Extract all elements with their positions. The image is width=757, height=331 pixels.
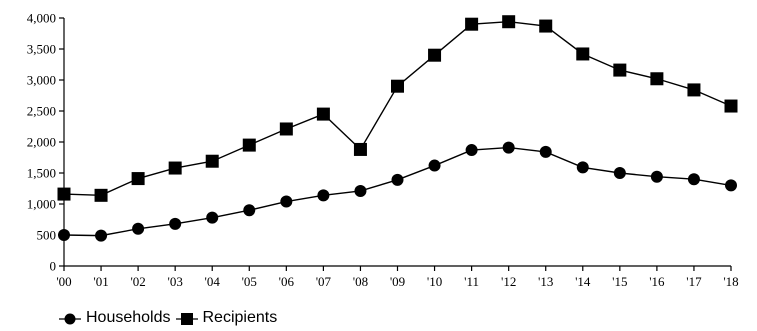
data-point-recipients — [94, 188, 108, 202]
data-point-recipients — [205, 154, 219, 168]
square-marker-icon — [175, 313, 198, 325]
data-point-households — [687, 173, 700, 186]
data-point-recipients — [539, 19, 553, 33]
x-tick-label: '07 — [316, 274, 332, 289]
data-point-recipients — [613, 63, 627, 77]
data-point-recipients — [724, 99, 738, 113]
x-tick-label: '13 — [538, 274, 553, 289]
series-line-recipients — [63, 21, 732, 197]
legend-label-recipients: Recipients — [202, 309, 278, 326]
data-point-households — [502, 141, 515, 154]
x-tick-label: '18 — [723, 274, 738, 289]
data-point-households — [650, 170, 663, 183]
x-tick-label: '04 — [205, 274, 221, 289]
circle-marker-icon — [59, 313, 81, 325]
data-point-households — [465, 144, 478, 157]
y-axis: 0 500 1,000 1,500 2,000 2,500 3,000 3,500 4,000 — [27, 11, 65, 274]
data-point-recipients — [168, 161, 182, 175]
data-point-households — [613, 167, 626, 179]
line-chart: 05001,0001,5002,0002,5003,0003,5004,000 … — [27, 11, 739, 290]
data-point-households — [206, 211, 219, 224]
data-point-households — [243, 204, 256, 217]
x-tick-label: '11 — [464, 274, 479, 289]
x-tick-label: '00 — [56, 274, 71, 289]
data-point-households — [169, 217, 182, 230]
y-tick-label: 1,000 — [27, 197, 56, 212]
legend-item-households: Households — [58, 309, 171, 327]
y-tick-label: 0 — [50, 259, 57, 274]
data-point-recipients — [242, 138, 256, 152]
x-tick-label: '17 — [686, 274, 702, 289]
data-point-households — [725, 179, 737, 192]
series-layer — [57, 15, 738, 242]
legend: Households Recipients — [58, 309, 281, 327]
x-tick-label: '01 — [93, 274, 108, 289]
data-point-recipients — [650, 72, 664, 86]
x-tick-label: '09 — [390, 274, 405, 289]
data-point-households — [280, 195, 293, 208]
y-tick-label: 2,000 — [27, 135, 56, 150]
x-tick-label: '03 — [167, 274, 182, 289]
x-tick-label: '15 — [612, 274, 627, 289]
data-point-recipients — [465, 17, 479, 31]
data-point-recipients — [57, 187, 71, 201]
data-point-recipients — [687, 83, 701, 97]
data-point-households — [539, 145, 552, 158]
y-tick-label: 4,000 — [27, 11, 56, 26]
x-tick-label: '12 — [501, 274, 516, 289]
data-point-recipients — [353, 142, 367, 156]
x-tick-label: '05 — [242, 274, 257, 289]
x-tick-label: '14 — [575, 274, 591, 289]
data-point-households — [428, 159, 441, 172]
y-tick-label: 500 — [37, 228, 57, 243]
data-point-recipients — [279, 122, 293, 136]
x-axis: '00 '01 '02 '03 '04 '05 '06 '07 '08 '09 '10 '11 '12 '… — [56, 265, 739, 289]
legend-label-households: Households — [86, 309, 171, 326]
data-point-recipients — [316, 107, 330, 121]
data-point-recipients — [131, 172, 145, 186]
data-point-households — [132, 222, 145, 235]
y-tick-label: 1,500 — [27, 166, 56, 181]
x-tick-label: '10 — [427, 274, 442, 289]
x-tick-label: '02 — [130, 274, 145, 289]
data-point-households — [391, 173, 404, 186]
data-point-recipients — [391, 79, 404, 93]
x-tick-label: '08 — [353, 274, 368, 289]
data-point-households — [95, 229, 108, 242]
y-tick-label: 2,500 — [27, 104, 56, 119]
series-line-households — [63, 146, 732, 237]
data-point-recipients — [502, 15, 516, 29]
data-point-households — [576, 161, 589, 174]
y-tick-label: 3,000 — [27, 73, 56, 88]
y-tick-label: 3,500 — [27, 42, 56, 57]
data-point-recipients — [428, 48, 442, 62]
data-point-households — [354, 184, 367, 197]
x-tick-label: '06 — [279, 274, 295, 289]
data-point-households — [58, 229, 70, 241]
x-tick-label: '16 — [649, 274, 665, 289]
data-point-recipients — [576, 47, 590, 61]
data-point-households — [317, 189, 330, 202]
legend-item-recipients: Recipients — [175, 309, 278, 327]
